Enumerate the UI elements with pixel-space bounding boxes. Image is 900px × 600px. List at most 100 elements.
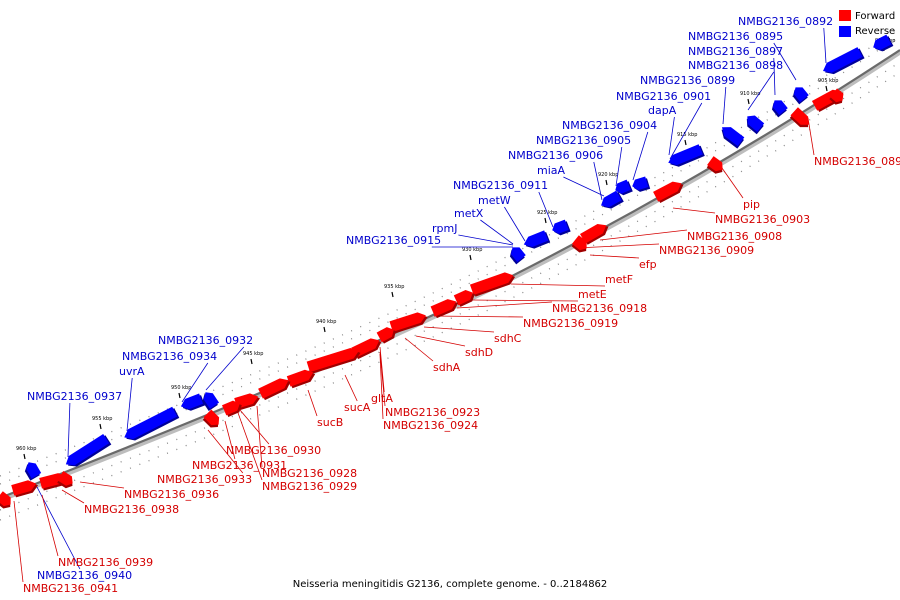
forward-gene-label-nmbg2136-0919[interactable]: NMBG2136_0919 xyxy=(523,317,618,330)
reverse-gene-arrow-1[interactable] xyxy=(821,47,863,76)
reverse-gene-arrow-12[interactable] xyxy=(522,230,549,249)
reverse-gene-arrow-2[interactable] xyxy=(871,34,892,53)
forward-gene-arrow-10[interactable] xyxy=(430,296,459,317)
reverse-gene-label-metx[interactable]: metX xyxy=(454,207,484,220)
reverse-gene-label-rpmj[interactable]: rpmJ xyxy=(432,222,457,235)
reverse-gene-label-uvra[interactable]: uvrA xyxy=(119,365,145,378)
reverse-gene-arrow-6[interactable] xyxy=(719,123,745,147)
forward-gene-arrow-11[interactable] xyxy=(389,310,427,332)
forward-gene-arrow-23[interactable] xyxy=(0,491,14,509)
track-dots xyxy=(0,27,900,521)
forward-gene-arrow-5[interactable] xyxy=(653,178,684,202)
forward-gene-arrow-12[interactable] xyxy=(376,325,397,343)
forward-gene-label-sucb[interactable]: sucB xyxy=(317,416,343,429)
reverse-gene-arrow-10[interactable] xyxy=(598,190,622,211)
reverse-gene-label-nmbg2136-0901[interactable]: NMBG2136_0901 xyxy=(616,90,711,103)
forward-gene-label-nmbg2136-0936[interactable]: NMBG2136_0936 xyxy=(124,488,219,501)
leader-nmbg2136-0933 xyxy=(207,429,244,474)
reverse-gene-arrow-3[interactable] xyxy=(791,84,809,103)
reverse-gene-label-nmbg2136-0915[interactable]: NMBG2136_0915 xyxy=(346,234,441,247)
forward-gene-arrow-9[interactable] xyxy=(453,288,475,306)
forward-gene-label-nmbg2136-0928[interactable]: NMBG2136_0928 xyxy=(262,467,357,480)
forward-gene-label-nmbg2136-0933[interactable]: NMBG2136_0933 xyxy=(157,473,252,486)
reverse-gene-label-dapa[interactable]: dapA xyxy=(648,104,677,117)
forward-gene-label-sdhd[interactable]: sdhD xyxy=(465,346,493,359)
reverse-gene-label-nmbg2136-0898[interactable]: NMBG2136_0898 xyxy=(688,59,783,72)
forward-gene-label-mete[interactable]: metE xyxy=(578,288,607,301)
reverse-gene-label-nmbg2136-0895[interactable]: NMBG2136_0895 xyxy=(688,30,783,43)
reverse-gene-arrow-17[interactable] xyxy=(63,433,110,469)
forward-gene-label-nmbg2136-0896[interactable]: NMBG2136_0896 xyxy=(814,155,900,168)
tick-mark-915-kbp xyxy=(684,139,687,146)
reverse-gene-arrow-14[interactable] xyxy=(201,389,220,409)
forward-gene-label-sdhc[interactable]: sdhC xyxy=(494,332,522,345)
reverse-gene-arrow-16[interactable] xyxy=(122,406,178,443)
forward-gene-label-nmbg2136-0931[interactable]: NMBG2136_0931 xyxy=(192,459,287,472)
reverse-gene-arrow-9[interactable] xyxy=(613,179,631,196)
reverse-gene-arrow-13[interactable] xyxy=(508,244,526,263)
forward-gene-arrow-18[interactable] xyxy=(221,399,242,416)
reverse-gene-label-nmbg2136-0911[interactable]: NMBG2136_0911 xyxy=(453,179,548,192)
leader-nmbg2136-0909 xyxy=(575,243,660,249)
forward-gene-label-nmbg2136-0930[interactable]: NMBG2136_0930 xyxy=(226,444,321,457)
forward-gene-label-nmbg2136-0918[interactable]: NMBG2136_0918 xyxy=(552,302,647,315)
forward-gene-arrow-3[interactable] xyxy=(790,107,812,129)
forward-gene-arrow-2[interactable] xyxy=(829,88,846,104)
forward-gene-arrow-16[interactable] xyxy=(258,375,291,399)
reverse-gene-label-nmbg2136-0899[interactable]: NMBG2136_0899 xyxy=(640,74,735,87)
forward-gene-arrow-8[interactable] xyxy=(469,270,515,295)
forward-gene-arrow-7[interactable] xyxy=(571,235,590,253)
forward-gene-label-nmbg2136-0909[interactable]: NMBG2136_0909 xyxy=(659,244,754,257)
reverse-gene-arrow-4[interactable] xyxy=(770,97,788,116)
reverse-gene-label-metw[interactable]: metW xyxy=(478,194,511,207)
reverse-gene-label-nmbg2136-0904[interactable]: NMBG2136_0904 xyxy=(562,119,657,132)
leader-nmbg2136-0929 xyxy=(236,409,263,481)
reverse-gene-arrow-15[interactable] xyxy=(179,393,204,411)
reverse-gene-label-nmbg2136-0934[interactable]: NMBG2136_0934 xyxy=(122,350,217,363)
tick-label-950-kbp: 950 kbp xyxy=(171,385,191,391)
reverse-gene-arrow-5[interactable] xyxy=(744,112,765,132)
forward-gene-arrow-22[interactable] xyxy=(11,478,38,496)
tick-mark-950-kbp xyxy=(178,392,181,399)
reverse-gene-arrow-7[interactable] xyxy=(666,144,703,168)
forward-gene-label-pip[interactable]: pip xyxy=(743,198,760,211)
forward-gene-arrow-6[interactable] xyxy=(580,221,609,244)
reverse-gene-label-nmbg2136-0897[interactable]: NMBG2136_0897 xyxy=(688,45,783,58)
forward-gene-label-nmbg2136-0924[interactable]: NMBG2136_0924 xyxy=(383,419,478,432)
forward-gene-label-suca[interactable]: sucA xyxy=(344,401,371,414)
reverse-gene-label-nmbg2136-0932[interactable]: NMBG2136_0932 xyxy=(158,334,253,347)
reverse-gene-arrow-11[interactable] xyxy=(550,219,569,236)
reverse-gene-label-nmbg2136-0906[interactable]: NMBG2136_0906 xyxy=(508,149,603,162)
forward-gene-label-nmbg2136-0939[interactable]: NMBG2136_0939 xyxy=(58,556,153,569)
reverse-gene-label-nmbg2136-0892[interactable]: NMBG2136_0892 xyxy=(738,15,833,28)
forward-gene-arrow-15[interactable] xyxy=(286,367,315,387)
leader-nmbg2136-0897 xyxy=(773,57,776,96)
leader-nmbg2136-0930 xyxy=(239,409,270,445)
forward-gene-label-nmbg2136-0903[interactable]: NMBG2136_0903 xyxy=(715,213,810,226)
leader-sucb xyxy=(307,389,318,417)
forward-gene-arrow-19[interactable] xyxy=(203,409,223,429)
forward-gene-label-nmbg2136-0929[interactable]: NMBG2136_0929 xyxy=(262,480,357,493)
reverse-gene-label-nmbg2136-0905[interactable]: NMBG2136_0905 xyxy=(536,134,631,147)
reverse-gene-arrow-18[interactable] xyxy=(24,460,42,479)
leader-nmbg2136-0932 xyxy=(205,346,245,391)
reverse-gene-label-nmbg2136-0940[interactable]: NMBG2136_0940 xyxy=(37,569,132,582)
tick-mark-925-kbp xyxy=(544,217,547,224)
leader-glta xyxy=(379,346,385,393)
forward-gene-arrow-14[interactable] xyxy=(306,346,361,373)
forward-gene-label-nmbg2136-0941[interactable]: NMBG2136_0941 xyxy=(23,582,118,595)
forward-gene-label-sdha[interactable]: sdhA xyxy=(433,361,461,374)
forward-gene-label-efp[interactable]: efp xyxy=(639,258,657,271)
forward-gene-label-glta[interactable]: gltA xyxy=(371,392,393,405)
reverse-gene-arrow-8[interactable] xyxy=(631,176,649,192)
forward-gene-label-metf[interactable]: metF xyxy=(605,273,633,286)
forward-gene-label-nmbg2136-0923[interactable]: NMBG2136_0923 xyxy=(385,406,480,419)
tick-mark-940-kbp xyxy=(323,326,326,333)
reverse-gene-label-nmbg2136-0937[interactable]: NMBG2136_0937 xyxy=(27,390,122,403)
forward-gene-arrow-4[interactable] xyxy=(707,156,726,174)
forward-gene-label-nmbg2136-0908[interactable]: NMBG2136_0908 xyxy=(687,230,782,243)
forward-gene-label-nmbg2136-0938[interactable]: NMBG2136_0938 xyxy=(84,503,179,516)
reverse-gene-label-miaa[interactable]: miaA xyxy=(537,164,566,177)
forward-gene-arrow-21[interactable] xyxy=(57,470,75,488)
